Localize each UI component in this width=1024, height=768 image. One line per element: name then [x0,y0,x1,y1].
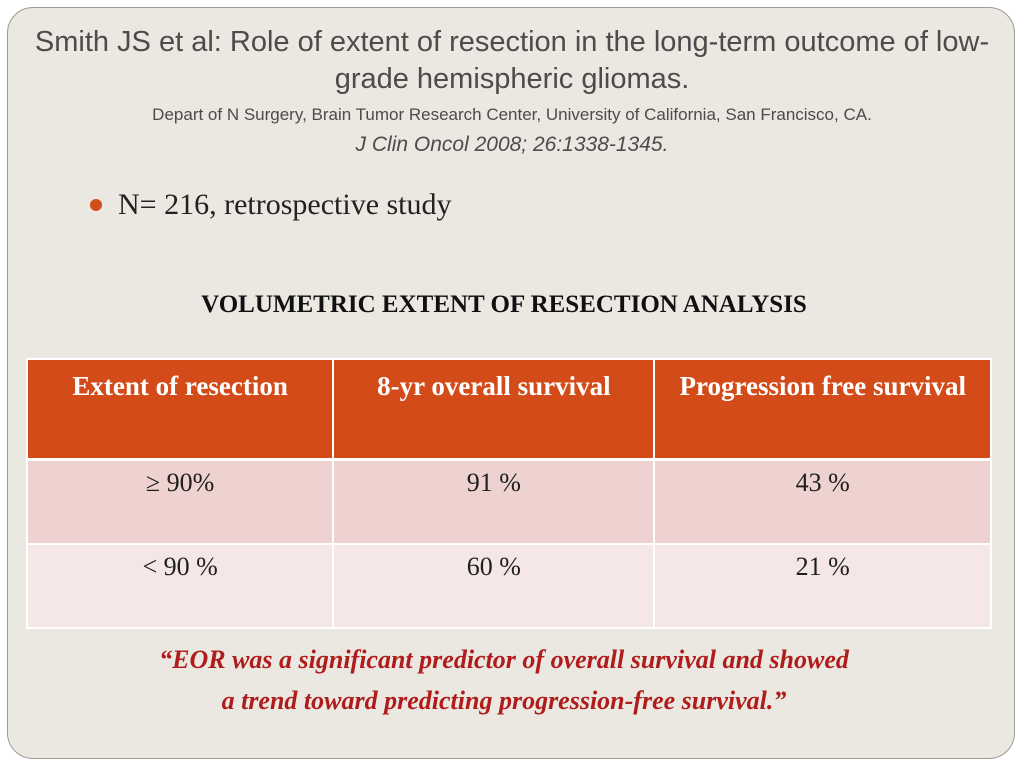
title-journal: J Clin Oncol 2008; 26:1338-1345. [355,133,669,156]
table-header-row: Extent of resection 8-yr overall surviva… [25,358,992,461]
quote-line: “EOR was a significant predictor of over… [159,645,849,674]
table-cell: ≥ 90% [25,458,335,545]
header-progression-free-survival: Progression free survival [653,358,992,461]
title-main: Smith JS et al: Role of extent of resect… [34,26,990,95]
table-cell: 43 % [653,458,992,545]
table-cell: < 90 % [25,543,335,629]
header-overall-survival: 8-yr overall survival [332,358,656,461]
slide: Smith JS et al: Role of extent of resect… [7,7,1015,759]
table-cell: 21 % [653,543,992,629]
section-heading: VOLUMETRIC EXTENT OF RESECTION ANALYSIS [201,291,807,318]
slide-title: Smith JS et al: Role of extent of resect… [8,24,1014,159]
results-table: Extent of resection 8-yr overall surviva… [25,358,992,629]
table-cell: 60 % [332,543,656,629]
title-affiliation: Depart of N Surgery, Brain Tumor Researc… [152,105,872,124]
table-cell: 91 % [332,458,656,545]
table-row: ≥ 90% 91 % 43 % [25,458,992,545]
conclusion-quote: “EOR was a significant predictor of over… [8,639,1000,721]
quote-line: a trend toward predicting progression-fr… [221,686,787,715]
bullet-item: N= 216, retrospective study [90,188,452,222]
table-row: < 90 % 60 % 21 % [25,543,992,629]
bullet-text: N= 216, retrospective study [118,188,452,221]
bullet-dot-icon [90,199,102,211]
header-extent-of-resection: Extent of resection [25,358,335,461]
